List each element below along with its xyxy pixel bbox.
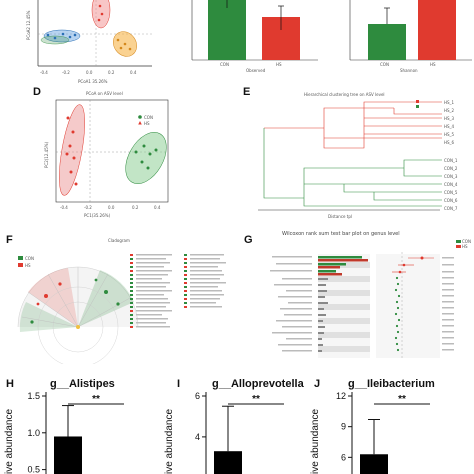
panel-e-letter: E — [243, 86, 251, 98]
svg-text:0.4: 0.4 — [130, 70, 137, 75]
svg-text:CON_1: CON_1 — [444, 158, 458, 163]
svg-text:CON_7: CON_7 — [444, 206, 458, 211]
sig-label: ** — [252, 394, 260, 405]
y-tick-label: 6 — [195, 392, 200, 401]
svg-text:CON_6: CON_6 — [444, 198, 458, 203]
bar-con — [360, 454, 388, 474]
panel-d-legend-con: CON — [144, 115, 153, 120]
top-bar-chart-right: CON HS Shannon — [349, 0, 472, 73]
panel-g-left-bars — [270, 254, 370, 358]
top-right-xlabel: Shannon — [400, 68, 418, 73]
panel-g-title: Wilcoxon rank sum test bar plot on genus… — [282, 231, 400, 237]
svg-text:PCoA2 12.45%: PCoA2 12.45% — [26, 10, 31, 40]
sig-label: ** — [398, 394, 406, 405]
panel-e-xlabel: Distance tpl — [328, 214, 352, 219]
panel-e-dendrogram: Hierarchical clustering tree on ASV leve… — [258, 92, 458, 219]
svg-text:0.0: 0.0 — [108, 205, 115, 210]
panel-i-title: g__Alloprevotella — [212, 378, 304, 390]
svg-text:-0.2: -0.2 — [62, 70, 70, 75]
panel-j-chart: ive abundance 6 9 12 ** — [310, 392, 430, 474]
svg-text:CON_4: CON_4 — [444, 182, 458, 187]
panel-h-title: g__Alistipes — [50, 378, 115, 390]
y-axis-label: ive abundance — [4, 409, 15, 474]
panel-d-legend-hs: HS — [144, 121, 150, 126]
panel-g-wilcoxon: Wilcoxon rank sum test bar plot on genus… — [270, 231, 471, 360]
top-strip: -0.4 -0.2 0.0 0.2 0.4 PCoA1 35.26% PCoA2 12.… — [26, 0, 472, 84]
bar-hs-right — [418, 0, 456, 60]
pcoa-top-plot: -0.4 -0.2 0.0 0.2 0.4 PCoA1 35.26% PCoA2 12.… — [26, 0, 152, 84]
svg-text:HS_6: HS_6 — [444, 140, 455, 145]
svg-text:-0.2: -0.2 — [84, 205, 92, 210]
panel-i-letter: I — [177, 378, 181, 390]
panel-f-cladogram: Cladogram CON HS — [17, 238, 226, 364]
y-tick-label: 0.5 — [27, 465, 40, 474]
bar-con-right — [368, 24, 406, 60]
hs-ellipse — [59, 104, 85, 196]
panel-d-pcoa: PCoA on ASV level CON HS -0.4 -0.2 0.0 0.2 0… — [44, 91, 169, 218]
svg-text:HS_3: HS_3 — [444, 116, 455, 121]
y-tick-label: 9 — [341, 422, 346, 432]
y-tick-label: 4 — [195, 432, 200, 442]
svg-text:0.0: 0.0 — [86, 70, 93, 75]
y-tick-label: 6 — [341, 452, 346, 462]
panel-e-title: Hierarchical clustering tree on ASV leve… — [304, 92, 385, 97]
group-green-ellipse-top — [40, 35, 70, 45]
svg-text:0.2: 0.2 — [108, 70, 115, 75]
panel-d-ylabel: PC2(12.45%) — [44, 141, 49, 168]
cladogram-legend-list — [130, 254, 226, 328]
svg-text:-0.4: -0.4 — [60, 205, 68, 210]
bar-con — [208, 0, 246, 60]
panel-d-letter: D — [33, 86, 41, 98]
y-axis-label: ive abundance — [310, 409, 321, 474]
svg-text:HS_4: HS_4 — [444, 124, 455, 129]
panel-d-title: PCoA on ASV level — [86, 91, 123, 96]
panel-f-legend-hs: HS — [25, 263, 31, 268]
y-axis-label: ive abundance — [164, 409, 175, 474]
panel-f-title: Cladogram — [108, 238, 130, 243]
panel-i-chart: ive abundance 2 4 6 ** — [164, 392, 284, 474]
panel-g-letter: G — [244, 234, 253, 246]
svg-text:CON_5: CON_5 — [444, 190, 458, 195]
svg-text:CON_3: CON_3 — [444, 174, 458, 179]
top-right-cat-hs: HS — [430, 62, 436, 67]
panel-h-letter: H — [6, 378, 14, 390]
y-tick-label: 12 — [336, 392, 346, 401]
svg-text:-0.4: -0.4 — [40, 70, 48, 75]
y-tick-label: 2 — [195, 473, 200, 474]
panel-g-legend-con: CON — [462, 239, 471, 244]
panel-g-legend-hs: HS — [462, 244, 468, 249]
con-ellipse — [125, 132, 167, 184]
panel-f-letter: F — [6, 234, 13, 246]
cladogram-circle — [17, 266, 139, 364]
panel-j-letter: J — [314, 378, 321, 390]
panel-d-xlabel: PC1(35.26%) — [84, 213, 111, 218]
svg-text:CON_2: CON_2 — [444, 166, 458, 171]
panel-j-title: g__Ileibacterium — [348, 378, 435, 390]
y-tick-label: 1.0 — [27, 428, 40, 438]
svg-text:0.2: 0.2 — [132, 205, 139, 210]
panel-h-chart: ive abundance 0.5 1.0 1.5 ** — [4, 392, 124, 474]
panel-f-legend-con: CON — [25, 256, 34, 261]
top-right-cat-con: CON — [380, 62, 389, 67]
group-blue-ellipse — [43, 29, 81, 43]
bar-con — [214, 451, 242, 474]
svg-text:PCoA1 35.26%: PCoA1 35.26% — [78, 79, 108, 84]
top-left-xlabel: Observed — [246, 68, 266, 73]
panel-g-right-ci — [376, 252, 454, 360]
top-left-cat-con: CON — [220, 62, 229, 67]
svg-text:0.4: 0.4 — [154, 205, 161, 210]
svg-text:HS_5: HS_5 — [444, 132, 455, 137]
y-tick-label: 1.5 — [27, 392, 40, 401]
top-left-cat-hs: HS — [276, 62, 282, 67]
sig-label: ** — [92, 394, 100, 405]
top-bar-chart-left: CON HS Observed — [191, 0, 318, 73]
bar-con — [54, 436, 82, 474]
svg-text:HS_1: HS_1 — [444, 100, 455, 105]
svg-text:HS_2: HS_2 — [444, 108, 455, 113]
